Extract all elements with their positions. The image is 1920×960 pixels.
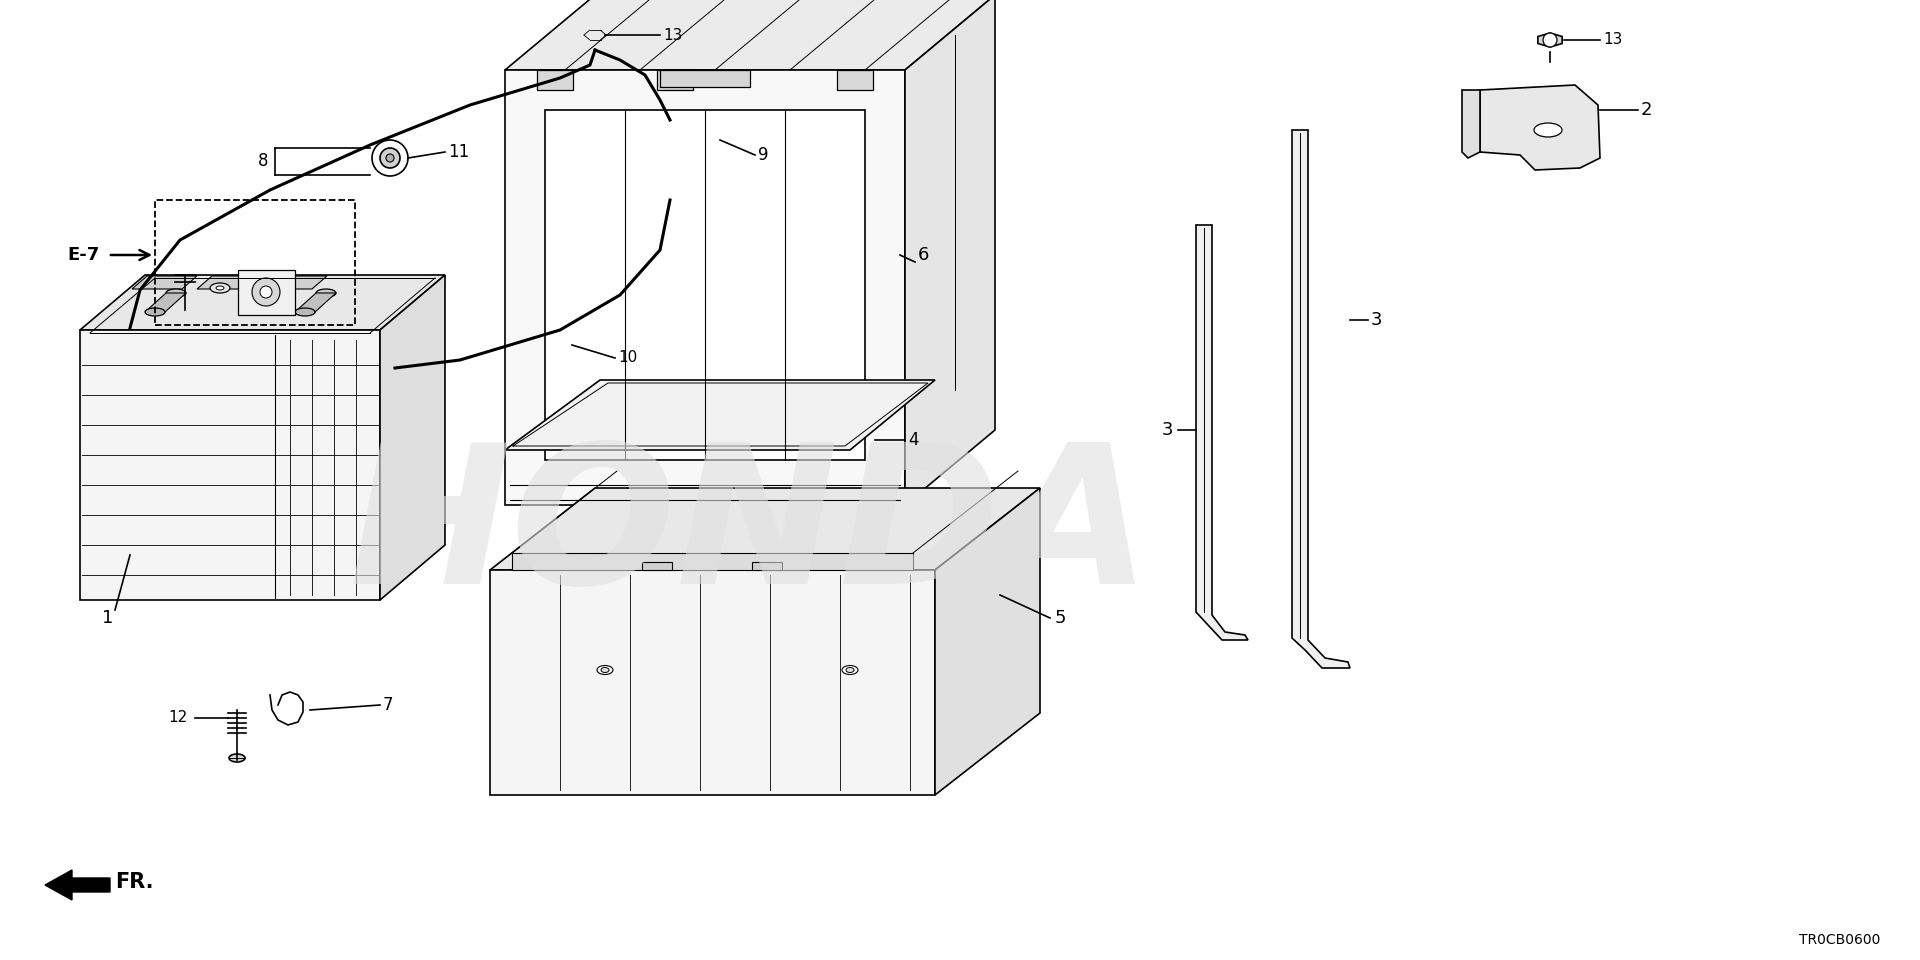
Polygon shape <box>935 488 1041 795</box>
Polygon shape <box>44 870 109 900</box>
Ellipse shape <box>589 33 599 37</box>
Polygon shape <box>837 70 874 90</box>
Polygon shape <box>641 562 672 570</box>
Text: FR.: FR. <box>115 872 154 892</box>
Text: 3: 3 <box>1162 421 1173 439</box>
Polygon shape <box>296 293 336 312</box>
Polygon shape <box>198 276 261 289</box>
Text: TR0CB0600: TR0CB0600 <box>1799 933 1880 947</box>
Polygon shape <box>261 276 326 289</box>
Ellipse shape <box>296 308 315 316</box>
Polygon shape <box>81 275 445 330</box>
Text: 11: 11 <box>447 143 468 161</box>
Circle shape <box>687 125 699 135</box>
Ellipse shape <box>317 289 336 297</box>
Polygon shape <box>505 0 995 70</box>
Ellipse shape <box>1534 123 1563 137</box>
Polygon shape <box>505 70 904 505</box>
Polygon shape <box>132 276 198 289</box>
Circle shape <box>380 148 399 168</box>
Text: 12: 12 <box>169 710 188 726</box>
Text: 8: 8 <box>257 152 269 170</box>
Polygon shape <box>904 0 995 505</box>
Ellipse shape <box>228 754 246 762</box>
Polygon shape <box>660 70 751 87</box>
Text: 3: 3 <box>1371 311 1382 329</box>
Polygon shape <box>505 380 935 450</box>
Polygon shape <box>146 293 186 312</box>
Polygon shape <box>1461 90 1480 158</box>
Ellipse shape <box>146 308 165 316</box>
Circle shape <box>676 172 695 192</box>
Circle shape <box>259 286 273 298</box>
Text: HONDA: HONDA <box>349 436 1152 624</box>
Text: 10: 10 <box>618 350 637 366</box>
Ellipse shape <box>215 286 225 290</box>
Ellipse shape <box>597 665 612 675</box>
Ellipse shape <box>601 667 609 673</box>
Circle shape <box>547 333 572 357</box>
Polygon shape <box>649 155 718 210</box>
Ellipse shape <box>165 289 186 297</box>
Polygon shape <box>490 570 935 795</box>
Polygon shape <box>753 562 781 570</box>
Circle shape <box>1544 33 1557 47</box>
Polygon shape <box>655 105 730 155</box>
Text: 9: 9 <box>758 146 768 164</box>
Ellipse shape <box>584 30 607 40</box>
Ellipse shape <box>209 283 230 293</box>
Polygon shape <box>657 70 693 90</box>
Polygon shape <box>1480 85 1599 170</box>
Circle shape <box>372 140 407 176</box>
Text: 2: 2 <box>1642 101 1653 119</box>
Polygon shape <box>1196 225 1248 640</box>
Text: 13: 13 <box>1603 33 1622 47</box>
Circle shape <box>386 154 394 162</box>
Text: 13: 13 <box>662 28 682 42</box>
Polygon shape <box>545 110 866 460</box>
Polygon shape <box>1538 33 1563 47</box>
Polygon shape <box>238 270 296 315</box>
Text: 5: 5 <box>1054 609 1066 627</box>
Polygon shape <box>538 70 572 90</box>
Text: 6: 6 <box>918 246 929 264</box>
Polygon shape <box>513 553 914 570</box>
Polygon shape <box>380 275 445 600</box>
Ellipse shape <box>847 667 854 673</box>
Polygon shape <box>490 488 1041 570</box>
Text: 4: 4 <box>908 431 918 449</box>
Text: 7: 7 <box>382 696 394 714</box>
Ellipse shape <box>843 665 858 675</box>
Polygon shape <box>1292 130 1350 668</box>
Text: E-7: E-7 <box>67 246 100 264</box>
Text: 1: 1 <box>102 609 113 627</box>
Circle shape <box>682 118 705 142</box>
Polygon shape <box>81 330 380 600</box>
Circle shape <box>252 278 280 306</box>
Circle shape <box>555 340 564 350</box>
